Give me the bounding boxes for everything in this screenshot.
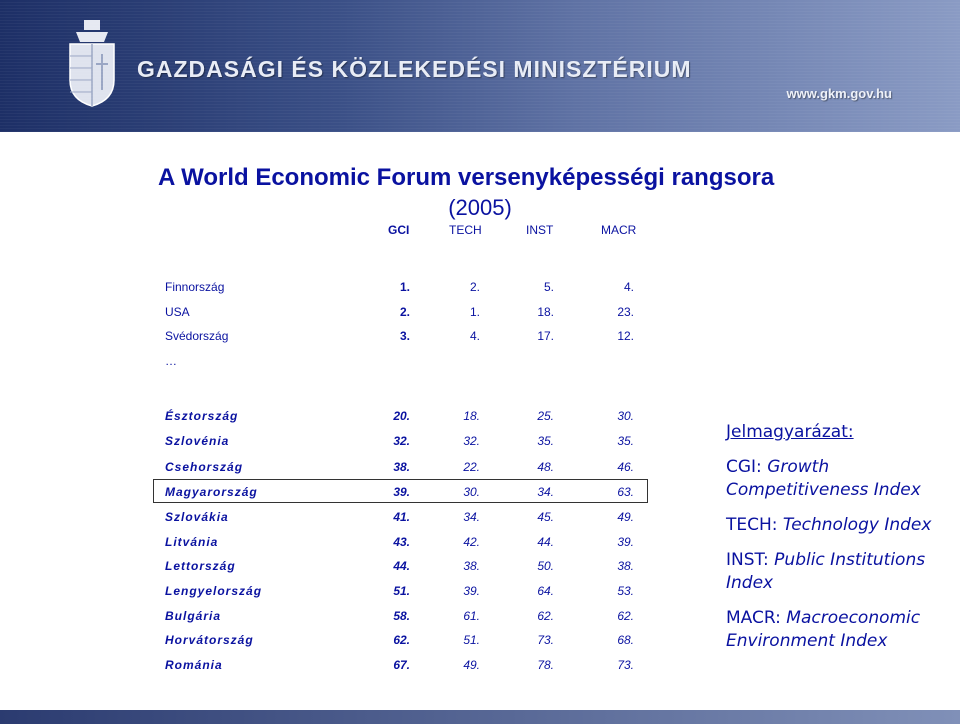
macr-value: 4. xyxy=(623,280,634,294)
tech-value: 61. xyxy=(463,609,480,623)
legend-text: Environment Index xyxy=(726,631,888,651)
header-banner: GAZDASÁGI ÉS KÖZLEKEDÉSI MINISZTÉRIUM ww… xyxy=(0,0,960,132)
tech-value: 30. xyxy=(463,485,480,499)
macr-value: 63. xyxy=(617,485,634,499)
country-name: USA xyxy=(165,305,190,319)
column-header-macr: MACR xyxy=(601,223,637,237)
column-header-tech: TECH xyxy=(449,223,482,237)
legend-text: Technology Index xyxy=(782,515,932,535)
country-name: Lengyelország xyxy=(165,584,263,598)
tech-value: 32. xyxy=(463,434,480,448)
legend-text: Competitiveness Index xyxy=(726,480,921,500)
gci-value: 3. xyxy=(399,329,410,343)
legend-abbr: CGI: xyxy=(726,457,762,477)
legend-title: Jelmagyarázat: xyxy=(726,422,854,442)
country-name: Horvátország xyxy=(165,633,254,647)
tech-value: 22. xyxy=(463,460,480,474)
gci-value: 1. xyxy=(399,280,410,294)
page-title: A World Economic Forum versenyképességi … xyxy=(158,164,775,191)
macr-value: 39. xyxy=(617,535,634,549)
gci-value: 32. xyxy=(393,434,410,448)
column-header-inst: INST xyxy=(526,223,554,237)
inst-value: 34. xyxy=(537,485,554,499)
inst-value: 78. xyxy=(537,658,554,672)
inst-value: 25. xyxy=(537,409,554,423)
macr-value: 46. xyxy=(617,460,634,474)
country-name: Magyarország xyxy=(165,485,258,499)
gci-value: 67. xyxy=(393,658,410,672)
inst-value: 35. xyxy=(537,434,554,448)
legend-text: Public Institutions xyxy=(774,550,926,570)
ellipsis: … xyxy=(165,354,177,368)
tech-value: 34. xyxy=(463,510,480,524)
inst-value: 50. xyxy=(537,559,554,573)
macr-value: 35. xyxy=(617,434,634,448)
gci-value: 20. xyxy=(393,409,410,423)
legend-abbr: TECH: xyxy=(726,515,778,535)
country-name: Szlovénia xyxy=(165,434,230,448)
country-name: Csehország xyxy=(165,460,244,474)
tech-value: 51. xyxy=(463,633,480,647)
tech-value: 4. xyxy=(469,329,480,343)
legend-item-cgi: CGI: Growth Competitiveness Index xyxy=(726,456,921,502)
macr-value: 30. xyxy=(617,409,634,423)
coat-of-arms-icon xyxy=(69,20,115,107)
legend-text: Growth xyxy=(767,457,830,477)
macr-value: 53. xyxy=(617,584,634,598)
gci-value: 2. xyxy=(399,305,410,319)
page-subtitle: (2005) xyxy=(448,195,512,220)
country-name: Észtország xyxy=(165,409,239,423)
gci-value: 39. xyxy=(393,485,410,499)
tech-value: 39. xyxy=(463,584,480,598)
macr-value: 38. xyxy=(617,559,634,573)
macr-value: 23. xyxy=(617,305,634,319)
legend-item-macr: MACR: Macroeconomic Environment Index xyxy=(726,607,920,653)
country-name: Bulgária xyxy=(165,609,222,623)
gci-value: 41. xyxy=(393,510,410,524)
gci-value: 62. xyxy=(393,633,410,647)
inst-value: 73. xyxy=(537,633,554,647)
tech-value: 18. xyxy=(463,409,480,423)
inst-value: 5. xyxy=(543,280,554,294)
gci-value: 38. xyxy=(393,460,410,474)
gci-value: 44. xyxy=(393,559,410,573)
tech-value: 38. xyxy=(463,559,480,573)
inst-value: 48. xyxy=(537,460,554,474)
country-name: Litvánia xyxy=(165,535,219,549)
gci-value: 43. xyxy=(393,535,410,549)
macr-value: 62. xyxy=(617,609,634,623)
legend-text: Index xyxy=(726,573,774,593)
macr-value: 49. xyxy=(617,510,634,524)
website-url: www.gkm.gov.hu xyxy=(786,86,892,101)
tech-value: 42. xyxy=(463,535,480,549)
macr-value: 68. xyxy=(617,633,634,647)
legend-item-tech: TECH: Technology Index xyxy=(726,514,931,537)
legend-item-inst: INST: Public Institutions Index xyxy=(726,549,925,595)
tech-value: 49. xyxy=(463,658,480,672)
macr-value: 73. xyxy=(617,658,634,672)
highlight-box xyxy=(153,479,648,503)
column-header-gci: GCI xyxy=(388,223,410,237)
macr-value: 12. xyxy=(617,329,634,343)
inst-value: 62. xyxy=(537,609,554,623)
legend-text: Macroeconomic xyxy=(786,608,921,628)
tech-value: 1. xyxy=(469,305,480,319)
country-name: Lettország xyxy=(165,559,236,573)
inst-value: 64. xyxy=(537,584,554,598)
tech-value: 2. xyxy=(469,280,480,294)
inst-value: 44. xyxy=(537,535,554,549)
legend-abbr: INST: xyxy=(726,550,769,570)
inst-value: 17. xyxy=(537,329,554,343)
country-name: Szlovákia xyxy=(165,510,229,524)
inst-value: 18. xyxy=(537,305,554,319)
country-name: Románia xyxy=(165,658,223,672)
gci-value: 58. xyxy=(393,609,410,623)
footer-bar xyxy=(0,710,960,724)
inst-value: 45. xyxy=(537,510,554,524)
country-name: Finnország xyxy=(165,280,225,294)
gci-value: 51. xyxy=(393,584,410,598)
country-name: Svédország xyxy=(165,329,229,343)
legend-abbr: MACR: xyxy=(726,608,781,628)
ministry-name: GAZDASÁGI ÉS KÖZLEKEDÉSI MINISZTÉRIUM xyxy=(137,56,692,82)
